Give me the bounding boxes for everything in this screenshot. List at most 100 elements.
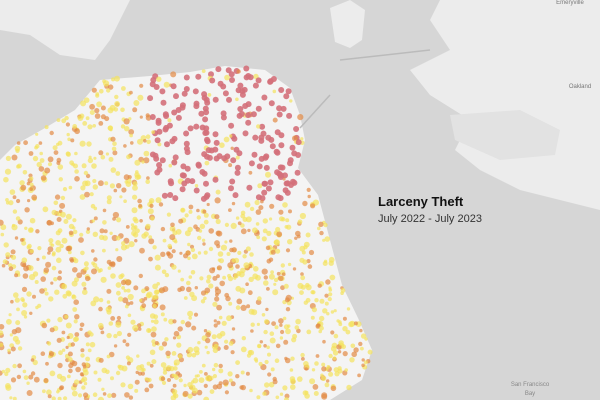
- incident-dot: [222, 275, 227, 280]
- incident-dot: [91, 87, 97, 93]
- incident-dot: [54, 289, 60, 295]
- incident-dot: [261, 268, 268, 275]
- incident-dot: [172, 319, 177, 324]
- incident-dot: [65, 345, 69, 349]
- incident-dot: [49, 370, 56, 377]
- incident-dot: [113, 333, 118, 339]
- incident-dots: [0, 65, 373, 400]
- incident-dot: [261, 180, 268, 187]
- incident-dot: [126, 288, 131, 293]
- incident-dot: [26, 381, 30, 385]
- incident-dot: [191, 325, 197, 331]
- incident-dot: [110, 136, 116, 142]
- incident-dot: [119, 195, 123, 199]
- incident-dot: [235, 97, 239, 102]
- incident-dot: [204, 160, 210, 166]
- incident-dot: [87, 124, 93, 130]
- incident-dot: [81, 385, 86, 390]
- incident-dot: [206, 350, 210, 355]
- incident-dot: [167, 378, 171, 382]
- incident-dot: [79, 327, 83, 331]
- incident-dot: [57, 275, 62, 281]
- incident-dot: [106, 354, 111, 359]
- incident-dot: [10, 299, 14, 304]
- incident-dot: [263, 344, 267, 348]
- incident-dot: [132, 194, 138, 200]
- incident-dot: [239, 91, 246, 98]
- incident-dot: [198, 229, 203, 233]
- incident-dot: [100, 114, 106, 120]
- incident-dot: [14, 273, 19, 278]
- incident-dot: [266, 287, 270, 291]
- incident-dot: [10, 346, 16, 352]
- incident-dot: [51, 209, 57, 216]
- incident-dot: [74, 169, 79, 174]
- incident-dot: [245, 246, 251, 252]
- incident-dot: [224, 222, 229, 227]
- incident-dot: [115, 171, 121, 176]
- incident-dot: [263, 329, 268, 335]
- incident-dot: [255, 105, 262, 112]
- incident-dot: [255, 209, 262, 215]
- incident-dot: [278, 87, 285, 93]
- incident-dot: [28, 274, 36, 281]
- incident-dot: [269, 217, 273, 221]
- incident-dot: [143, 139, 147, 143]
- incident-dot: [46, 318, 51, 323]
- incident-dot: [247, 290, 253, 296]
- incident-dot: [229, 247, 234, 253]
- incident-dot: [124, 304, 129, 309]
- incident-dot: [152, 245, 157, 250]
- incident-dot: [9, 333, 13, 337]
- incident-dot: [57, 228, 63, 234]
- incident-dot: [185, 321, 192, 328]
- incident-dot: [228, 378, 233, 383]
- incident-dot: [267, 179, 274, 186]
- incident-dot: [295, 152, 302, 158]
- incident-dot: [51, 396, 56, 400]
- incident-dot: [218, 381, 223, 386]
- incident-dot: [353, 321, 358, 326]
- incident-dot: [220, 110, 227, 117]
- incident-dot: [340, 291, 344, 296]
- incident-dot: [46, 219, 53, 226]
- incident-dot: [171, 264, 177, 270]
- incident-dot: [212, 96, 219, 103]
- incident-dot: [65, 151, 71, 156]
- incident-dot: [258, 361, 263, 367]
- incident-dot: [23, 315, 28, 319]
- incident-dot: [248, 170, 253, 175]
- incident-dot: [38, 166, 45, 172]
- incident-dot: [35, 132, 39, 136]
- incident-dot: [263, 275, 268, 280]
- incident-dot: [245, 112, 252, 119]
- incident-dot: [166, 122, 173, 129]
- incident-dot: [344, 368, 349, 372]
- incident-dot: [89, 110, 95, 115]
- incident-dot: [85, 229, 91, 234]
- incident-dot: [134, 388, 139, 393]
- incident-dot: [123, 289, 128, 293]
- incident-dot: [154, 169, 161, 176]
- incident-dot: [213, 343, 219, 349]
- incident-dot: [318, 329, 323, 334]
- incident-dot: [216, 153, 223, 160]
- incident-dot: [58, 350, 63, 356]
- incident-dot: [359, 328, 363, 333]
- incident-dot: [275, 343, 281, 349]
- incident-dot: [277, 195, 284, 202]
- incident-dot: [276, 231, 283, 238]
- incident-dot: [86, 227, 91, 231]
- incident-dot: [235, 155, 240, 160]
- incident-dot: [311, 368, 316, 372]
- incident-dot: [259, 340, 263, 344]
- incident-dot: [15, 339, 21, 345]
- incident-dot: [67, 357, 73, 362]
- incident-dot: [202, 116, 209, 123]
- incident-dot: [92, 392, 98, 398]
- incident-dot: [169, 138, 176, 145]
- incident-dot: [47, 251, 51, 255]
- incident-dot: [170, 222, 175, 228]
- incident-dot: [312, 384, 319, 390]
- incident-dot: [302, 390, 308, 396]
